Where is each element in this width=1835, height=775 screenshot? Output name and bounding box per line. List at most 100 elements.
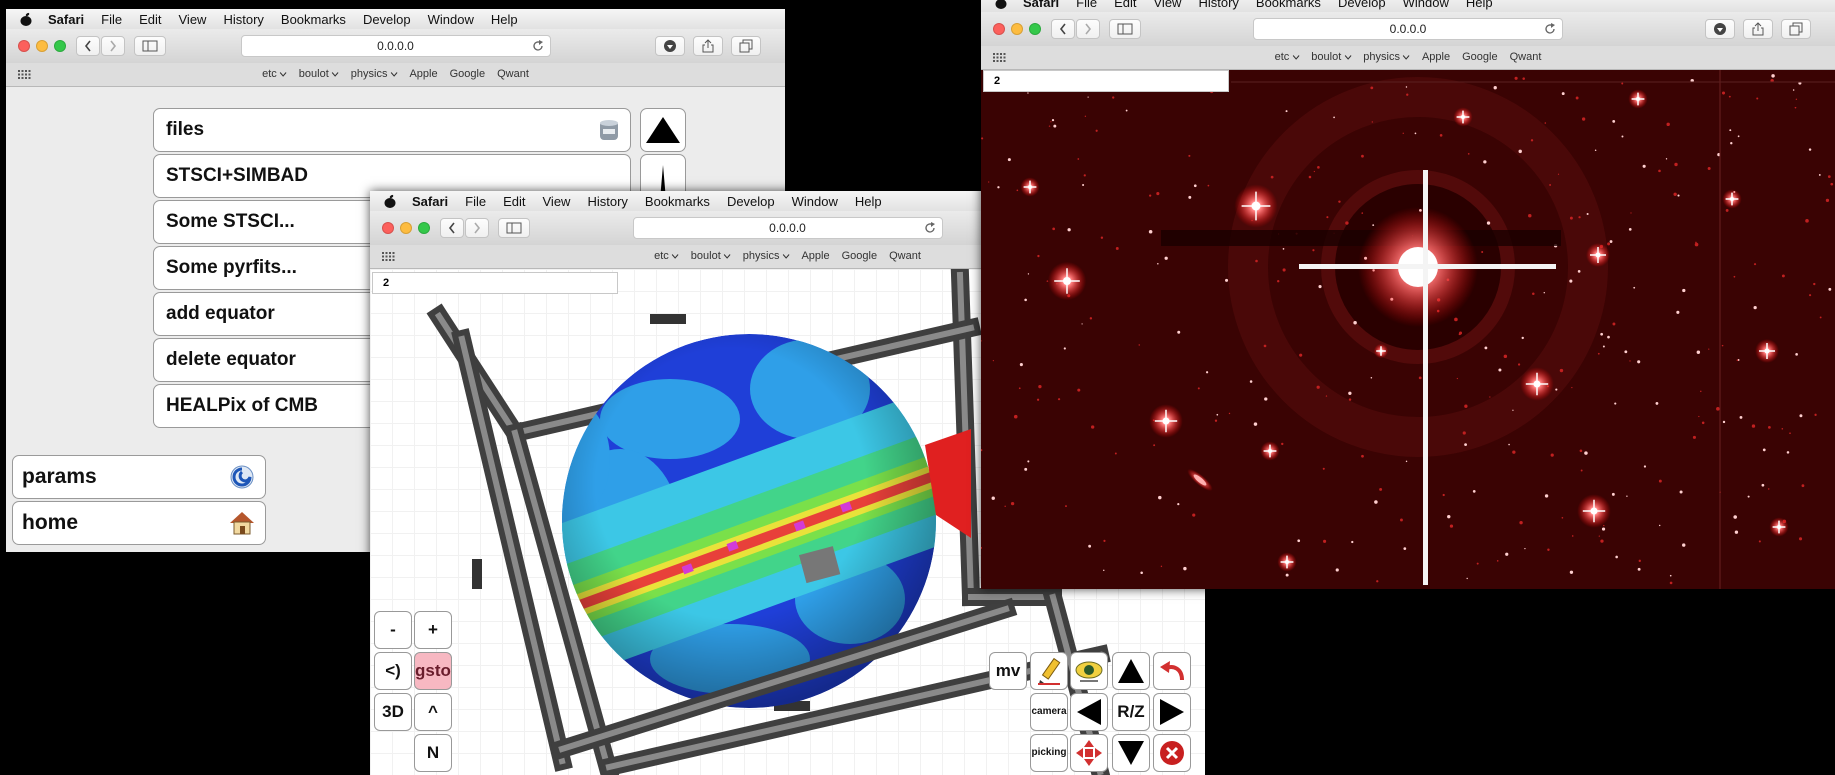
forward-button[interactable] [465,218,489,238]
menu-item[interactable]: Window [791,193,838,209]
name-field[interactable]: 2 [372,272,618,294]
address-bar[interactable]: 0.0.0.0 [1253,18,1563,40]
menu-item[interactable]: Bookmarks [644,193,710,209]
menu-item[interactable]: Help [854,193,882,209]
control-button[interactable]: gsto [414,652,452,690]
control-button[interactable]: N [414,734,452,772]
menu-item[interactable]: Safari [48,11,85,27]
down-button[interactable] [1112,734,1150,772]
sidebar-button[interactable] [134,36,166,56]
window-control[interactable] [1029,23,1041,35]
menu-item[interactable]: Safari [1023,0,1060,10]
window-control[interactable] [993,23,1005,35]
menu-item[interactable]: History [587,193,628,209]
side-button[interactable]: home [12,501,266,545]
back-button[interactable] [1051,19,1075,39]
share-button[interactable] [693,36,723,56]
download-button[interactable] [655,36,685,56]
bookmark[interactable]: etc [262,63,287,86]
sidebar-button[interactable] [498,218,530,238]
bookmark[interactable]: Apple [409,63,437,86]
forward-button[interactable] [1076,19,1100,39]
menu-item[interactable]: Help [490,11,518,27]
window-control[interactable] [36,40,48,52]
control-button[interactable]: <) [374,652,412,690]
undo-button[interactable] [1153,652,1191,690]
menu-button[interactable]: STSCI+SIMBAD [153,154,631,198]
control-button[interactable]: ^ [414,693,452,731]
menu-item[interactable]: File [1076,0,1098,10]
back-button[interactable] [76,36,100,56]
menu-item[interactable]: File [101,11,123,27]
menu-item[interactable]: Safari [412,193,449,209]
close-button[interactable] [1153,734,1191,772]
left-button[interactable] [1070,693,1108,731]
menu-item[interactable]: Bookmarks [1255,0,1321,10]
bookmark[interactable]: boulot [1311,46,1352,69]
eye-button[interactable] [1070,652,1108,690]
menu-item[interactable]: Develop [726,193,775,209]
bookmark[interactable]: Google [1462,46,1497,69]
bookmark[interactable]: Qwant [497,63,529,86]
sidebar-button[interactable] [1109,19,1141,39]
menu-item[interactable]: Edit [1114,0,1137,10]
menu-item[interactable]: History [223,11,264,27]
tabs-button[interactable] [1781,19,1811,39]
control-button[interactable]: 3D [374,693,412,731]
menu-item[interactable]: View [178,11,207,27]
bookmark[interactable]: boulot [691,245,731,268]
bookmark[interactable]: etc [654,245,679,268]
control-button[interactable]: R/Z [1112,693,1150,731]
share-button[interactable] [1743,19,1773,39]
up-button[interactable] [1112,652,1150,690]
menu-item[interactable]: Edit [139,11,162,27]
window-control[interactable] [54,40,66,52]
tabs-button[interactable] [731,36,761,56]
control-button[interactable]: camera [1030,693,1068,731]
bookmark[interactable]: boulot [299,63,339,86]
menu-item[interactable]: Window [427,11,474,27]
control-button[interactable]: picking [1030,734,1068,772]
right-button[interactable] [1153,693,1191,731]
forward-button[interactable] [101,36,125,56]
window-control[interactable] [382,222,394,234]
bookmark[interactable]: physics [351,63,398,86]
menu-item[interactable]: History [1198,0,1239,10]
control-button[interactable]: + [414,611,452,649]
menu-item[interactable]: Edit [503,193,526,209]
menu-item[interactable]: File [465,193,487,209]
window-control[interactable] [18,40,30,52]
bookmark[interactable]: etc [1275,46,1300,69]
faint-star [1792,89,1795,91]
window-control[interactable] [418,222,430,234]
scroll-up-button[interactable] [640,108,686,152]
menu-button[interactable]: files [153,108,631,152]
address-bar[interactable]: 0.0.0.0 [632,217,943,239]
menu-item[interactable]: View [542,193,571,209]
control-button[interactable]: - [374,611,412,649]
bookmark[interactable]: Apple [1422,46,1450,69]
window-control[interactable] [400,222,412,234]
name-field[interactable]: 2 [983,70,1229,92]
back-button[interactable] [440,218,464,238]
menu-item[interactable]: Window [1402,0,1449,10]
menu-item[interactable]: Bookmarks [280,11,346,27]
window-control[interactable] [1011,23,1023,35]
bookmark[interactable]: Google [450,63,485,86]
bookmark[interactable]: Qwant [889,245,921,268]
menu-item[interactable]: Develop [362,11,411,27]
bookmark[interactable]: Qwant [1510,46,1542,69]
download-button[interactable] [1705,19,1735,39]
bookmark[interactable]: Google [842,245,877,268]
side-button[interactable]: params [12,455,266,499]
menu-item[interactable]: View [1153,0,1182,10]
control-button[interactable]: mv [989,652,1027,690]
menu-item[interactable]: Help [1465,0,1493,10]
bookmark[interactable]: Apple [801,245,829,268]
menu-item[interactable]: Develop [1337,0,1386,10]
move-button[interactable] [1070,734,1108,772]
address-bar[interactable]: 0.0.0.0 [240,35,551,57]
bookmark[interactable]: physics [1363,46,1410,69]
pencil-button[interactable] [1030,652,1068,690]
bookmark[interactable]: physics [743,245,790,268]
